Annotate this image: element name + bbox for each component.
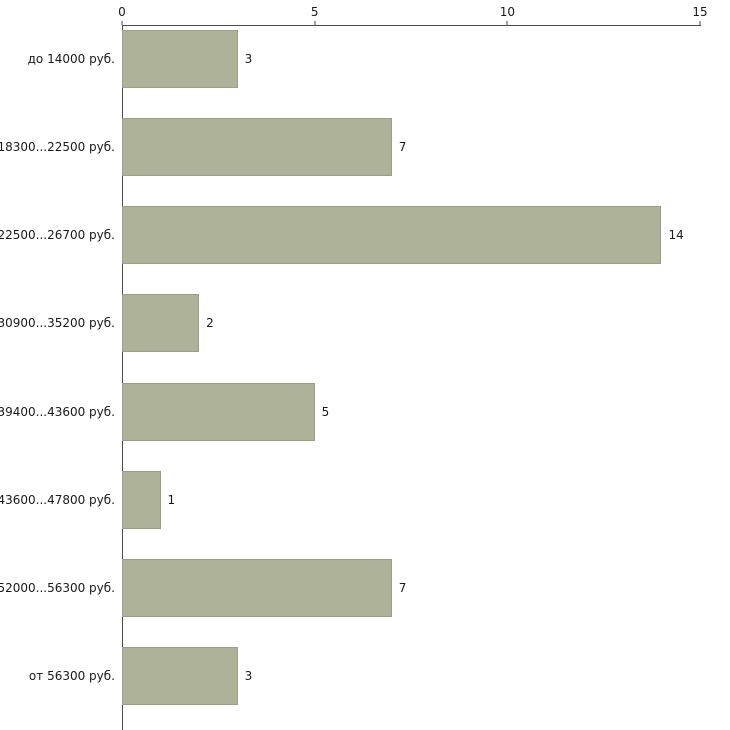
bar-area: 3 xyxy=(122,30,700,88)
category-label: от 56300 руб. xyxy=(28,668,115,683)
bar-value-label: 14 xyxy=(668,228,684,243)
chart-row: 52000...56300 руб. 7 xyxy=(0,554,730,642)
bar xyxy=(122,382,315,441)
category-label: 18300...22500 руб. xyxy=(0,140,115,155)
x-axis-tick-label: 15 xyxy=(692,5,708,19)
bar-area: 7 xyxy=(122,558,700,617)
bar xyxy=(122,294,200,353)
bar xyxy=(122,558,392,617)
x-axis-tick xyxy=(699,21,701,25)
bar-area: 2 xyxy=(122,294,700,353)
bar xyxy=(122,118,392,177)
bar-value-label: 3 xyxy=(244,52,253,66)
chart-row: 18300...22500 руб. 7 xyxy=(0,113,730,201)
x-axis-line xyxy=(122,25,701,26)
category-label: до 14000 руб. xyxy=(27,52,115,66)
bar-value-label: 3 xyxy=(244,668,253,683)
category-label: 22500...26700 руб. xyxy=(0,228,115,243)
x-axis-tick-label: 5 xyxy=(310,5,319,19)
bar-value-label: 7 xyxy=(398,580,407,595)
chart-row: от 56300 руб. 3 xyxy=(0,642,730,730)
bar-value-label: 2 xyxy=(206,316,214,331)
bar-value-label: 5 xyxy=(321,404,330,419)
x-axis-tick-label: 0 xyxy=(118,5,126,19)
category-label: 43600...47800 руб. xyxy=(0,492,115,507)
bar-value-label: 1 xyxy=(167,492,176,507)
x-axis-tick xyxy=(506,21,508,25)
x-axis-tick xyxy=(121,21,123,25)
x-axis-tick xyxy=(314,21,316,25)
chart-rows: до 14000 руб. 3 18300...22500 руб. 7 22500..… xyxy=(0,25,730,730)
bar-value-label: 7 xyxy=(398,140,407,155)
chart-row: 43600...47800 руб. 1 xyxy=(0,466,730,554)
category-label: 52000...56300 руб. xyxy=(0,580,115,595)
bar-area: 14 xyxy=(122,206,700,265)
chart-row: 39400...43600 руб. 5 xyxy=(0,378,730,466)
chart-row: 30900...35200 руб. 2 xyxy=(0,289,730,377)
y-axis-line xyxy=(122,25,123,730)
x-axis-tick-label: 10 xyxy=(499,5,515,19)
bar-area: 7 xyxy=(122,118,700,177)
bar xyxy=(122,206,662,265)
category-label: 30900...35200 руб. xyxy=(0,316,115,331)
chart-row: 22500...26700 руб. 14 xyxy=(0,201,730,289)
bar xyxy=(122,470,161,529)
bar-area: 5 xyxy=(122,382,700,441)
bar xyxy=(122,646,238,705)
bar xyxy=(122,30,238,88)
bar-area: 3 xyxy=(122,646,700,705)
bar-area: 1 xyxy=(122,470,700,529)
category-label: 39400...43600 руб. xyxy=(0,404,115,419)
x-axis: 0 5 10 15 xyxy=(118,0,708,25)
chart-row: до 14000 руб. 3 xyxy=(0,25,730,113)
